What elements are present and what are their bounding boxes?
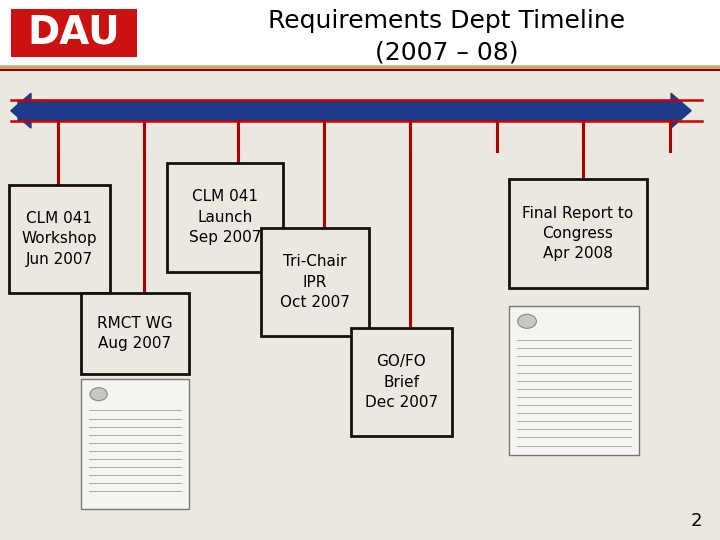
Text: GO/FO
Brief
Dec 2007: GO/FO Brief Dec 2007 xyxy=(365,354,438,410)
Text: 2: 2 xyxy=(690,512,702,530)
Text: Tri-Chair
IPR
Oct 2007: Tri-Chair IPR Oct 2007 xyxy=(280,254,350,310)
FancyBboxPatch shape xyxy=(9,185,110,293)
FancyBboxPatch shape xyxy=(351,328,452,436)
FancyBboxPatch shape xyxy=(81,379,189,509)
Text: Requirements Dept Timeline
(2007 – 08): Requirements Dept Timeline (2007 – 08) xyxy=(268,9,625,64)
Text: CLM 041
Workshop
Jun 2007: CLM 041 Workshop Jun 2007 xyxy=(22,211,97,267)
Text: RMCT WG
Aug 2007: RMCT WG Aug 2007 xyxy=(97,316,173,351)
FancyArrow shape xyxy=(11,93,47,128)
Bar xyxy=(0,0,720,68)
Text: CLM 041
Launch
Sep 2007: CLM 041 Launch Sep 2007 xyxy=(189,190,261,245)
Circle shape xyxy=(518,314,536,328)
FancyBboxPatch shape xyxy=(509,306,639,455)
FancyArrow shape xyxy=(18,93,691,128)
Text: Final Report to
Congress
Apr 2008: Final Report to Congress Apr 2008 xyxy=(522,206,634,261)
Text: DAU: DAU xyxy=(28,14,120,52)
FancyBboxPatch shape xyxy=(261,228,369,336)
Circle shape xyxy=(90,388,107,401)
FancyBboxPatch shape xyxy=(11,9,137,57)
FancyBboxPatch shape xyxy=(509,179,647,288)
FancyBboxPatch shape xyxy=(81,293,189,374)
FancyBboxPatch shape xyxy=(167,163,283,272)
